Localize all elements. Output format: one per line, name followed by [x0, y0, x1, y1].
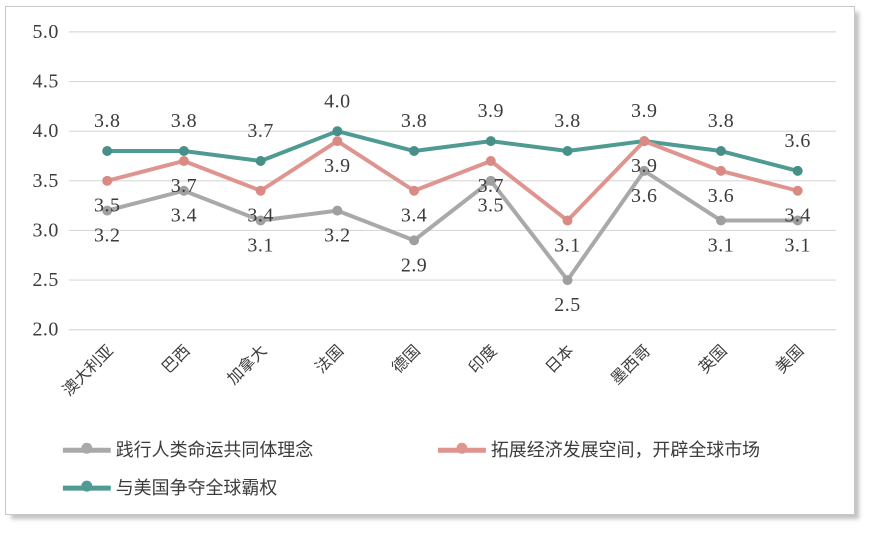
x-axis-category-label: 英国 — [695, 342, 730, 377]
data-point-marker — [485, 155, 496, 166]
data-label: 3.8 — [554, 110, 580, 132]
data-point-marker — [178, 185, 189, 196]
x-axis-category-label: 加拿大 — [223, 341, 270, 388]
x-axis-category-label: 澳大利亚 — [59, 342, 117, 400]
series-group-1 — [102, 136, 803, 226]
data-label: 3.8 — [401, 110, 427, 132]
y-axis-tick-label: 2.0 — [32, 319, 58, 341]
data-label: 3.1 — [708, 234, 734, 256]
data-point-marker — [715, 215, 726, 226]
gridlines-group — [68, 31, 837, 331]
data-point-marker — [102, 205, 113, 216]
data-point-marker — [639, 165, 650, 176]
data-point-marker — [332, 126, 343, 137]
data-label: 3.1 — [554, 234, 580, 256]
data-label: 3.7 — [478, 175, 504, 197]
data-point-marker — [255, 185, 266, 196]
data-label: 3.9 — [631, 155, 657, 177]
data-point-marker — [332, 136, 343, 147]
data-label: 3.4 — [171, 205, 197, 227]
data-labels-group: 3.2 3.5 3.8 3.4 3.7 3.8 3.1 3.4 3.7 3.2 3.9 4.0 2.9 3… — [94, 90, 810, 316]
legend-item-label: 与美国争夺全球霸权 — [116, 478, 278, 498]
legend-item-2: 与美国争夺全球霸权 — [62, 478, 278, 498]
data-label: 3.6 — [631, 185, 657, 207]
data-point-marker — [485, 175, 496, 186]
data-point-marker — [255, 215, 266, 226]
data-point-marker — [102, 146, 113, 157]
data-label: 3.4 — [401, 205, 427, 227]
data-point-marker — [715, 146, 726, 157]
data-point-marker — [485, 136, 496, 147]
x-axis-category-label: 印度 — [465, 342, 500, 377]
data-label: 2.5 — [554, 294, 580, 316]
data-label: 3.7 — [247, 120, 273, 142]
data-label: 3.8 — [708, 110, 734, 132]
data-label: 3.9 — [324, 155, 350, 177]
line-chart: 2.02.53.03.54.04.55.03.23.53.83.43.73.83… — [32, 21, 837, 498]
data-point-marker — [792, 215, 803, 226]
x-axis-labels-group: 澳大利亚 巴西 加拿大 法国 德国 印度 日本 墨西哥 英国 美国 — [59, 341, 807, 400]
series-line-1 — [105, 139, 800, 223]
legend-item-0: 践行人类命运共同体理念 — [62, 439, 314, 460]
legend-circle-marker-icon — [81, 480, 93, 492]
series-group-0 — [102, 165, 803, 286]
legend-item-label: 拓展经济发展空间，开辟全球市场 — [491, 440, 760, 460]
y-axis-tick-label: 4.0 — [32, 120, 58, 142]
data-label: 3.4 — [784, 205, 810, 227]
legend-item-1: 拓展经济发展空间，开辟全球市场 — [437, 440, 760, 460]
data-label: 3.9 — [631, 100, 657, 122]
x-axis-category-label: 日本 — [542, 342, 577, 377]
data-point-marker — [409, 235, 420, 246]
data-point-marker — [409, 185, 420, 196]
x-axis-category-label: 美国 — [772, 342, 807, 377]
y-axis-tick-label: 3.5 — [32, 170, 58, 192]
data-point-marker — [562, 215, 573, 226]
data-label: 4.0 — [324, 90, 350, 112]
y-axis-tick-label: 5.0 — [32, 21, 58, 43]
chart-card: 2.0 2.5 3.0 3.5 4.0 4.5 5.0 3.2 3.5 3.8 3.4 3.7 3.8 3… — [5, 6, 855, 515]
data-point-marker — [792, 165, 803, 176]
x-axis-category-label: 德国 — [389, 342, 424, 377]
legend-item-label: 践行人类命运共同体理念 — [116, 439, 314, 460]
data-label: 3.1 — [784, 234, 810, 256]
data-label: 3.6 — [708, 185, 734, 207]
series-line-0 — [105, 168, 800, 283]
y-axis-tick-label: 2.5 — [32, 269, 58, 291]
data-label: 3.1 — [247, 234, 273, 256]
data-label: 3.2 — [324, 225, 350, 247]
legend-circle-marker-icon — [81, 442, 93, 454]
data-point-marker — [178, 146, 189, 157]
data-label: 3.5 — [478, 195, 504, 217]
data-point-marker — [178, 155, 189, 166]
x-axis-category-label: 墨西哥 — [608, 342, 654, 388]
data-label: 3.6 — [784, 130, 810, 152]
data-label: 2.9 — [401, 254, 427, 276]
data-label: 3.7 — [171, 175, 197, 197]
legend-circle-marker-icon — [456, 442, 468, 454]
data-label: 3.9 — [478, 100, 504, 122]
data-label: 3.4 — [247, 205, 273, 227]
data-point-marker — [792, 185, 803, 196]
data-point-marker — [639, 136, 650, 147]
series-line-2 — [105, 129, 800, 173]
data-point-marker — [332, 205, 343, 216]
data-point-marker — [715, 165, 726, 176]
x-axis-category-label: 巴西 — [159, 342, 194, 377]
data-point-marker — [102, 175, 113, 186]
y-axis-tick-label: 3.0 — [32, 219, 58, 241]
data-label: 3.2 — [94, 225, 120, 247]
data-point-marker — [562, 275, 573, 286]
x-axis-category-label: 法国 — [312, 342, 347, 377]
y-axis-tick-labels-group: 2.0 2.5 3.0 3.5 4.0 4.5 5.0 — [32, 21, 58, 341]
y-axis-tick-label: 4.5 — [32, 71, 58, 93]
data-label: 3.8 — [171, 110, 197, 132]
data-point-marker — [255, 155, 266, 166]
data-point-marker — [562, 146, 573, 157]
data-point-marker — [409, 146, 420, 157]
data-label: 3.8 — [94, 110, 120, 132]
data-label: 3.5 — [94, 195, 120, 217]
